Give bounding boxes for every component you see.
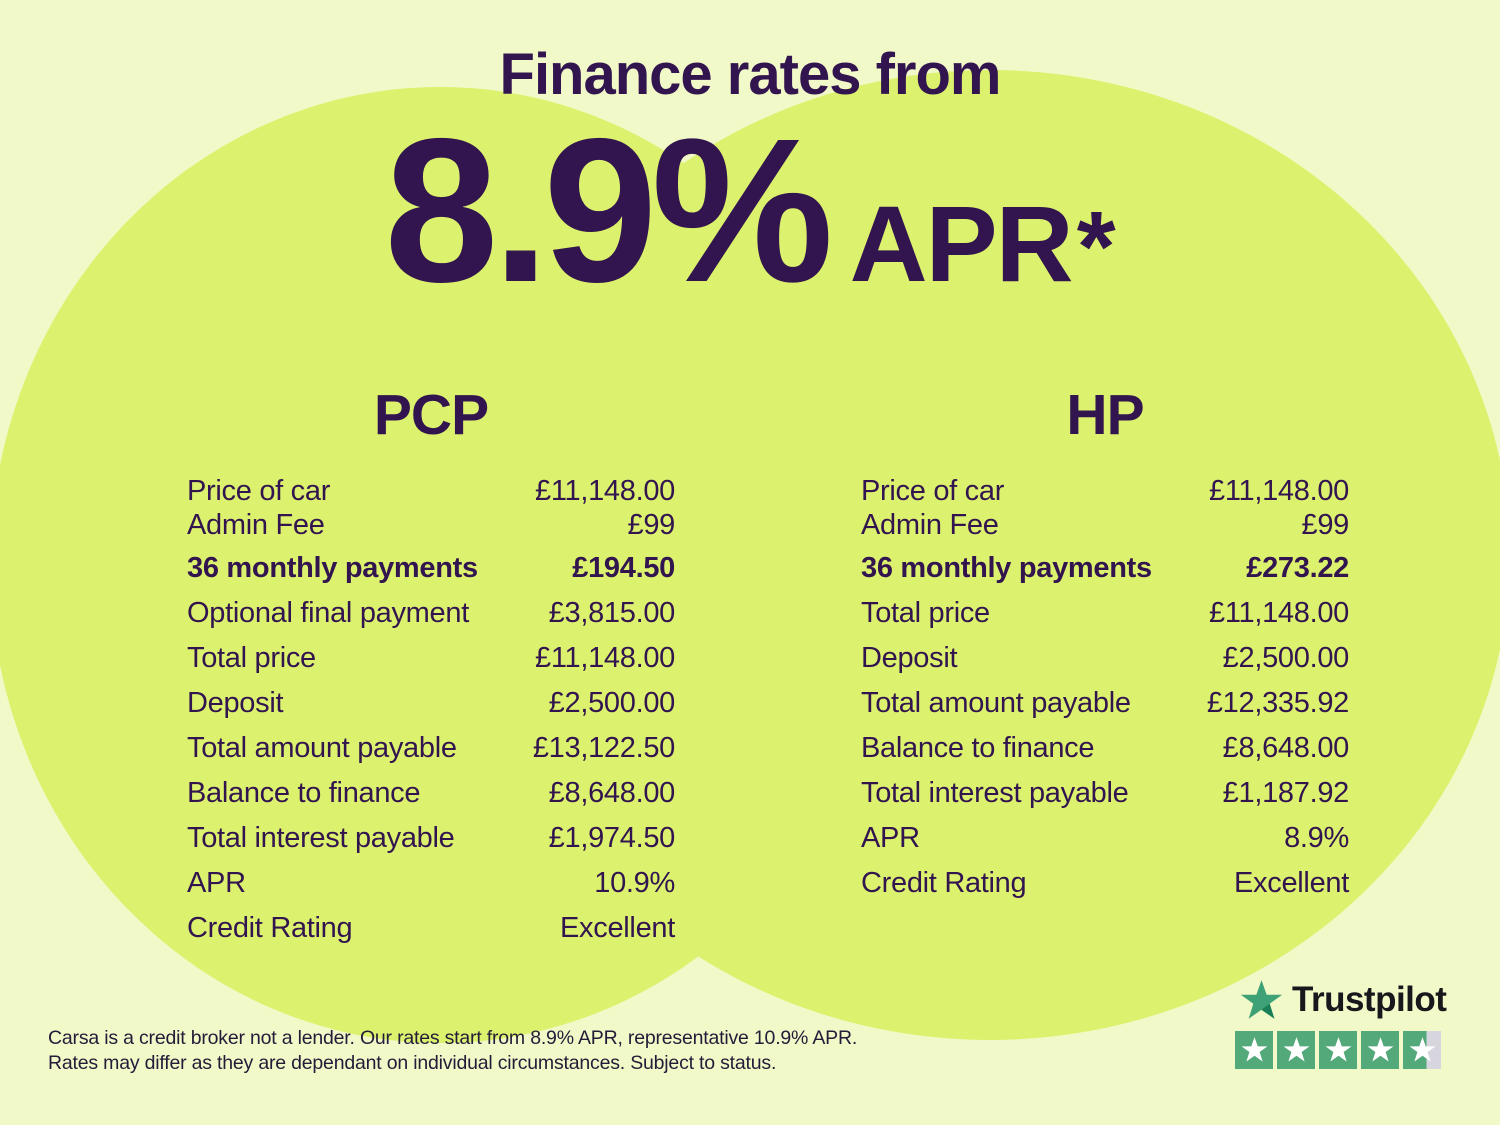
- table-row: Price of car £11,148.00: [861, 474, 1349, 508]
- row-label: Total interest payable: [187, 822, 455, 854]
- table-row: APR 8.9%: [861, 816, 1349, 861]
- row-label: Balance to finance: [187, 777, 421, 809]
- trustpilot-badge[interactable]: Trustpilot: [1235, 978, 1447, 1069]
- row-value: £12,335.92: [1206, 687, 1349, 719]
- rating-star-icon: [1361, 1031, 1399, 1069]
- hp-title: HP: [1066, 383, 1144, 447]
- table-row: Optional final payment £3,815.00: [187, 591, 675, 636]
- rate-asterisk: *: [1076, 191, 1116, 303]
- row-label: Total price: [861, 597, 990, 629]
- row-label: Total interest payable: [861, 777, 1129, 809]
- row-value: Excellent: [560, 912, 675, 944]
- row-label: Deposit: [861, 642, 958, 674]
- row-value: £11,148.00: [535, 642, 675, 674]
- row-value: £2,500.00: [548, 687, 676, 719]
- disclaimer: Carsa is a credit broker not a lender. O…: [48, 1026, 857, 1076]
- rating-star-icon: [1277, 1031, 1315, 1069]
- row-value: £13,122.50: [532, 732, 675, 764]
- pcp-table: PCP Price of car £11,148.00 Admin Fee £99 …: [187, 385, 675, 951]
- disclaimer-line-1: Carsa is a credit broker not a lender. O…: [48, 1027, 858, 1049]
- table-row: Admin Fee £99: [861, 508, 1349, 542]
- row-label: Total price: [187, 642, 316, 674]
- table-row: APR 10.9%: [187, 861, 675, 906]
- rate-value: 8.9%: [384, 96, 833, 325]
- disclaimer-line-2: Rates may differ as they are dependant o…: [48, 1052, 777, 1074]
- row-label: Total amount payable: [861, 687, 1131, 719]
- row-value: £99: [627, 508, 676, 541]
- row-label: Price of car: [187, 474, 331, 507]
- rating-star-half-icon: [1403, 1031, 1441, 1069]
- background-circle-right: [470, 70, 1500, 1040]
- table-row: Balance to finance £8,648.00: [187, 771, 675, 816]
- row-label: Admin Fee: [187, 508, 325, 541]
- row-label: Deposit: [187, 687, 284, 719]
- table-row: Total price £11,148.00: [861, 591, 1349, 636]
- rating-star-icon: [1235, 1031, 1273, 1069]
- row-value: £99: [1301, 508, 1350, 541]
- headline-rate: 8.9% APR *: [0, 108, 1500, 313]
- rating-star-icon: [1319, 1031, 1357, 1069]
- row-label: Credit Rating: [861, 867, 1027, 899]
- row-label: Total amount payable: [187, 732, 457, 764]
- table-row: Deposit £2,500.00: [861, 636, 1349, 681]
- table-row: Total amount payable £13,122.50: [187, 726, 675, 771]
- hp-rows: Price of car £11,148.00 Admin Fee £99 36 m…: [861, 474, 1349, 906]
- table-row: Total price £11,148.00: [187, 636, 675, 681]
- row-value: £11,148.00: [1209, 474, 1349, 507]
- row-label: Admin Fee: [861, 508, 999, 541]
- row-value: £194.50: [572, 552, 675, 584]
- row-label: Balance to finance: [861, 732, 1095, 764]
- row-value: £2,500.00: [1222, 642, 1350, 674]
- row-label: APR: [861, 822, 920, 854]
- row-value: 8.9%: [1284, 822, 1349, 854]
- hp-table: HP Price of car £11,148.00 Admin Fee £99 3…: [861, 385, 1349, 906]
- row-value: £8,648.00: [1222, 732, 1350, 764]
- row-label: 36 monthly payments: [187, 552, 478, 584]
- page-title: Finance rates from: [499, 42, 1002, 107]
- row-value: 10.9%: [594, 867, 675, 899]
- row-value: £1,187.92: [1222, 777, 1350, 809]
- table-row: Total amount payable £12,335.92: [861, 681, 1349, 726]
- row-label: Credit Rating: [187, 912, 353, 944]
- table-row: Total interest payable £1,187.92: [861, 771, 1349, 816]
- table-row: Credit Rating Excellent: [861, 861, 1349, 906]
- table-row: 36 monthly payments £273.22: [861, 546, 1349, 591]
- row-value: £273.22: [1246, 552, 1349, 584]
- trustpilot-logo: Trustpilot: [1240, 978, 1447, 1022]
- trustpilot-wordmark: Trustpilot: [1292, 980, 1447, 1019]
- pcp-rows: Price of car £11,148.00 Admin Fee £99 36 m…: [187, 474, 675, 951]
- row-label: Price of car: [861, 474, 1005, 507]
- row-label: 36 monthly payments: [861, 552, 1152, 584]
- row-value: £3,815.00: [548, 597, 676, 629]
- row-value: £11,148.00: [1209, 597, 1349, 629]
- row-label: Optional final payment: [187, 597, 469, 629]
- row-value: £8,648.00: [548, 777, 676, 809]
- table-row: Credit Rating Excellent: [187, 906, 675, 951]
- pcp-title: PCP: [373, 383, 489, 447]
- row-value: Excellent: [1234, 867, 1349, 899]
- row-label: APR: [187, 867, 246, 899]
- trustpilot-star-icon: [1240, 979, 1283, 1019]
- table-row: Total interest payable £1,974.50: [187, 816, 675, 861]
- table-row: 36 monthly payments £194.50: [187, 546, 675, 591]
- row-value: £1,974.50: [548, 822, 676, 854]
- trustpilot-rating-stars: [1235, 1031, 1446, 1069]
- table-row: Deposit £2,500.00: [187, 681, 675, 726]
- table-row: Price of car £11,148.00: [187, 474, 675, 508]
- table-row: Balance to finance £8,648.00: [861, 726, 1349, 771]
- table-row: Admin Fee £99: [187, 508, 675, 542]
- rate-unit: APR: [849, 183, 1074, 304]
- row-value: £11,148.00: [535, 474, 675, 507]
